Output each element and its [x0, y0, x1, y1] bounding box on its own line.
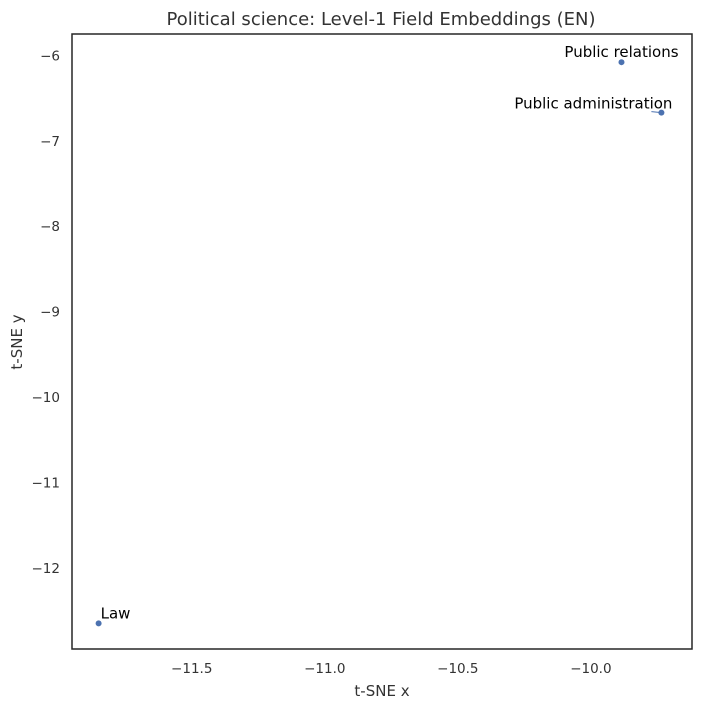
y-axis-label: t-SNE y — [8, 314, 26, 369]
y-tick-label: −7 — [40, 134, 60, 150]
plot-frame — [71, 33, 693, 650]
y-axis-ticks: −6 −7 −8 −9 −10 −11 −12 — [32, 48, 61, 577]
scatter-point — [95, 620, 102, 627]
x-tick-label: −11.0 — [304, 661, 345, 677]
point-label: Public administration — [514, 95, 672, 113]
point-label: Law — [101, 604, 131, 622]
chart-title: Political science: Level-1 Field Embeddi… — [167, 9, 596, 30]
label-leader-line — [651, 111, 662, 114]
x-tick-label: −10.5 — [437, 661, 478, 677]
point-label: Public relations — [564, 43, 678, 61]
x-axis-label: t-SNE x — [354, 682, 409, 700]
data-points: Public relations Public administration Law — [95, 43, 679, 627]
y-tick-label: −9 — [40, 305, 60, 321]
y-tick-label: −12 — [32, 561, 61, 577]
x-tick-label: −11.5 — [171, 661, 212, 677]
y-tick-label: −11 — [32, 475, 61, 491]
x-axis-ticks: −11.5 −11.0 −10.5 −10.0 — [171, 661, 612, 677]
y-tick-label: −6 — [40, 48, 60, 64]
scatter-point — [618, 59, 625, 66]
y-tick-label: −8 — [40, 219, 60, 235]
x-tick-label: −10.0 — [570, 661, 611, 677]
y-tick-label: −10 — [32, 390, 61, 406]
